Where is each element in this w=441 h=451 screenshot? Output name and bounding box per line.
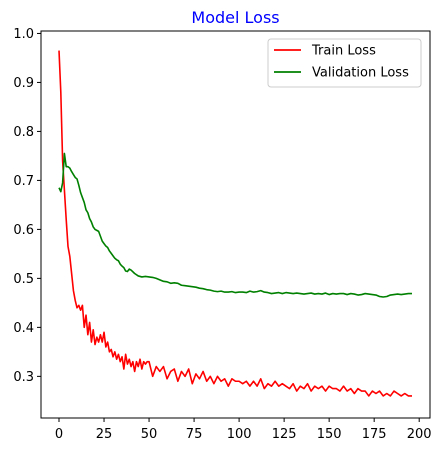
plot-lines: [58, 50, 412, 397]
validation-loss-line: [58, 152, 412, 298]
train-loss-line: [58, 50, 412, 397]
y-tick-label: 1.0: [13, 27, 34, 42]
plot-frame: [40, 30, 431, 419]
y-tick-label: 0.6: [13, 223, 34, 238]
x-tick-label: 50: [141, 427, 158, 442]
legend: Train Loss Validation Loss: [267, 38, 422, 88]
y-tick-label: 0.3: [13, 370, 34, 385]
x-axis: 0 25 50 75 100 125 150 175 200: [55, 418, 432, 442]
y-tick-label: 0.9: [13, 76, 34, 91]
y-axis: 0.3 0.4 0.5 0.6 0.7 0.8 0.9 1.0: [13, 27, 41, 385]
y-tick-label: 0.8: [13, 125, 34, 140]
x-tick-label: 200: [407, 427, 432, 442]
y-tick-label: 0.4: [13, 321, 34, 336]
chart-title: Model Loss: [191, 8, 279, 27]
x-tick-label: 25: [96, 427, 113, 442]
x-tick-label: 100: [227, 427, 252, 442]
x-tick-label: 175: [362, 427, 387, 442]
y-tick-label: 0.7: [13, 174, 34, 189]
train-loss-legend-label: Train Loss: [311, 44, 376, 59]
validation-loss-legend-label: Validation Loss: [312, 66, 409, 81]
x-tick-label: 150: [317, 427, 342, 442]
x-tick-label: 75: [186, 427, 203, 442]
legend-box: [267, 38, 422, 88]
x-tick-label: 0: [55, 427, 63, 442]
x-tick-label: 125: [272, 427, 297, 442]
y-tick-label: 0.5: [13, 272, 34, 287]
